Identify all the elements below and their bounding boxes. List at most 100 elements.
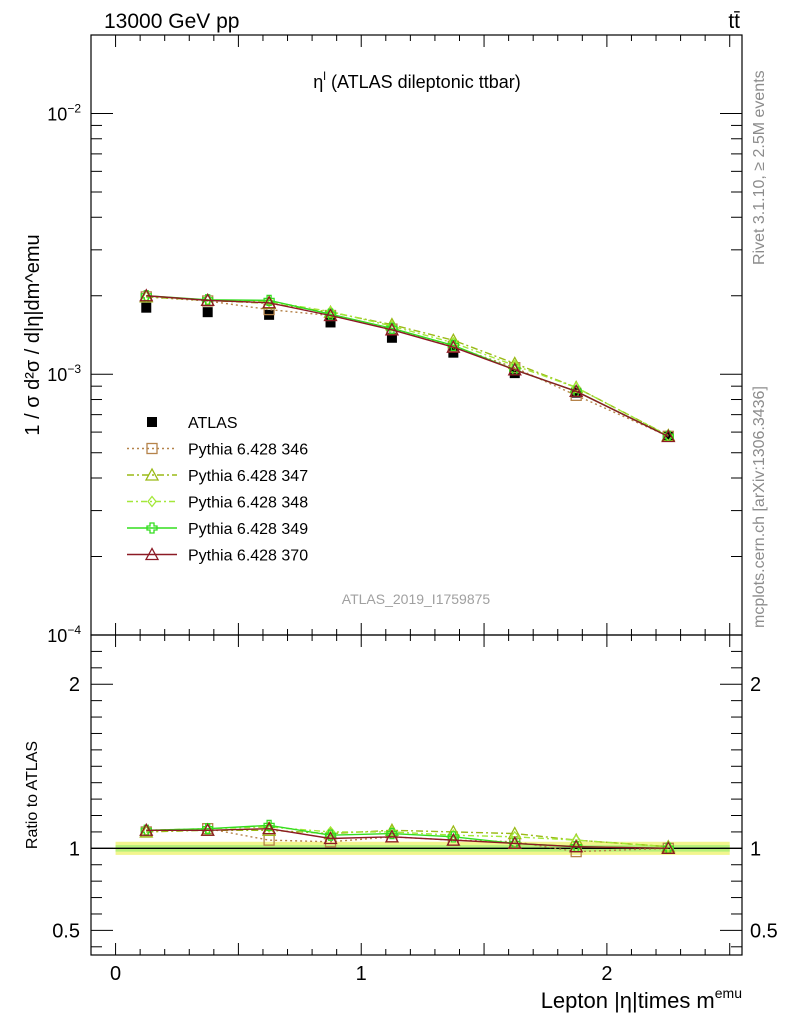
energy-label: 13000 GeV pp (104, 10, 239, 33)
y-ticklabel-exp: −2 (67, 101, 81, 115)
x-axis-label: Lepton |η|times memu (541, 985, 742, 1013)
legend-marker (144, 547, 160, 561)
data-point (446, 339, 461, 353)
legend-item-pythia-6-428-346: Pythia 6.428 346 (127, 442, 308, 459)
ratio-data-point (507, 836, 522, 850)
ratio-data-point (569, 839, 584, 853)
legend-label: Pythia 6.428 349 (188, 521, 308, 538)
legend-item-pythia-6-428-370: Pythia 6.428 370 (127, 547, 308, 565)
main-y-ticks (91, 34, 742, 636)
ratio-y-ticklabels: 0.5 0.5 1 1 2 2 (52, 674, 778, 942)
series-line (146, 295, 669, 438)
legend-marker (146, 442, 158, 455)
ratio-data-point (263, 819, 275, 832)
series-line (146, 296, 669, 437)
ratio-series-line (146, 826, 669, 848)
ratio-data-point (661, 840, 676, 854)
legend-label: Pythia 6.428 370 (188, 548, 308, 565)
legend-label: Pythia 6.428 348 (188, 495, 308, 512)
x-ticklabel: 1 (356, 963, 367, 985)
data-point (323, 308, 338, 322)
legend-item-pythia-6-428-347: Pythia 6.428 347 (127, 467, 308, 485)
main-y-axis-label: 1 / σ d²σ / d|η|dm^emu (22, 234, 44, 435)
data-point (384, 322, 400, 336)
data-point (202, 307, 213, 318)
ratio-ticks (91, 635, 742, 955)
ratio-y-ticklabel-left: 0.5 (52, 920, 80, 942)
ratio-series-line (146, 827, 669, 853)
y-ticklabel-exp: −3 (67, 362, 81, 376)
data-point (325, 305, 336, 318)
y-ticklabel-base: 10 (47, 626, 67, 646)
legend: ATLAS Pythia 6.428 346 Pythia 6.428 347 Pyt… (127, 415, 308, 565)
x-ticklabel: 2 (601, 963, 612, 985)
main-series-layer (139, 288, 676, 443)
data-point (263, 303, 275, 316)
ratio-data-point (663, 840, 674, 853)
legend-marker (144, 467, 160, 481)
data-point (387, 320, 397, 333)
ratio-data-point (325, 825, 336, 838)
data-point (263, 294, 275, 307)
series-line (146, 295, 669, 437)
legend-item-atlas: ATLAS (147, 415, 238, 432)
y-ticklabel: 10−2 (47, 101, 81, 124)
data-point (569, 383, 584, 397)
ratio-data-point (262, 821, 277, 835)
ratio-data-point (323, 831, 338, 845)
mcplots-label: mcplots.cern.ch [arXiv:1306.3436] (751, 386, 768, 628)
data-point (141, 302, 152, 313)
legend-item-pythia-6-428-348: Pythia 6.428 348 (127, 495, 308, 512)
x-ticklabel: 0 (110, 963, 121, 985)
ratio-y-ticklabel-left: 1 (69, 838, 80, 860)
x-ticklabels: 0 1 2 (110, 963, 612, 985)
ratio-y-ticklabel-right: 2 (750, 674, 761, 696)
data-point (386, 332, 397, 343)
data-point (507, 356, 522, 370)
data-point (507, 362, 522, 376)
main-panel: 10−210−310−4 ηl (ATLAS dileptonic ttbar)… (22, 34, 743, 646)
ratio-series-pythia-6-428-370 (139, 821, 676, 854)
y-ticklabel: 10−3 (47, 362, 81, 385)
ratio-data-point (446, 832, 461, 846)
data-point (663, 431, 674, 442)
ratio-y-ticklabel-right: 1 (750, 838, 761, 860)
legend-marker (147, 417, 157, 427)
ratio-y-axis-label: Ratio to ATLAS (24, 741, 41, 849)
ratio-data-point (571, 834, 582, 847)
ratio-data-point (384, 829, 400, 843)
legend-label: ATLAS (188, 415, 238, 432)
main-y-ticklabels: 10−210−310−4 (47, 101, 81, 646)
data-point (447, 339, 459, 352)
ratio-data-point (447, 831, 459, 843)
ratio-data-point (386, 827, 398, 840)
ratio-data-point (200, 822, 215, 836)
ratio-y-ticklabel-left: 2 (69, 674, 80, 696)
y-ticklabel-exp: −4 (67, 623, 81, 637)
ratio-series-layer (139, 819, 676, 858)
ratio-series-line (146, 827, 669, 850)
data-point (325, 317, 336, 328)
legend-marker (147, 495, 157, 508)
data-point (571, 381, 582, 394)
watermark: ATLAS_2019_I1759875 (342, 591, 491, 607)
y-ticklabel: 10−4 (47, 623, 81, 646)
plot-title: ηl (ATLAS dileptonic ttbar) (313, 69, 520, 92)
legend-marker (146, 522, 158, 534)
legend-item-pythia-6-428-349: Pythia 6.428 349 (127, 521, 308, 538)
ratio-panel: 0.5 0.5 1 1 2 2 0 1 2 Ratio to ATLAS Lepton |η|… (24, 634, 778, 1013)
ratio-data-point (324, 829, 337, 841)
data-point (139, 288, 154, 302)
y-ticklabel-base: 10 (47, 365, 67, 385)
rivet-label: Rivet 3.1.10, ≥ 2.5M events (751, 70, 768, 265)
data-point (200, 293, 215, 307)
y-ticklabel-base: 10 (47, 104, 67, 124)
legend-label: Pythia 6.428 346 (188, 442, 308, 459)
data-point (262, 295, 277, 309)
ratio-data-point (509, 830, 520, 843)
data-point (661, 429, 676, 443)
legend-label: Pythia 6.428 347 (188, 468, 308, 485)
ratio-data-point (139, 822, 154, 836)
ratio-y-ticklabel-right: 0.5 (750, 920, 778, 942)
